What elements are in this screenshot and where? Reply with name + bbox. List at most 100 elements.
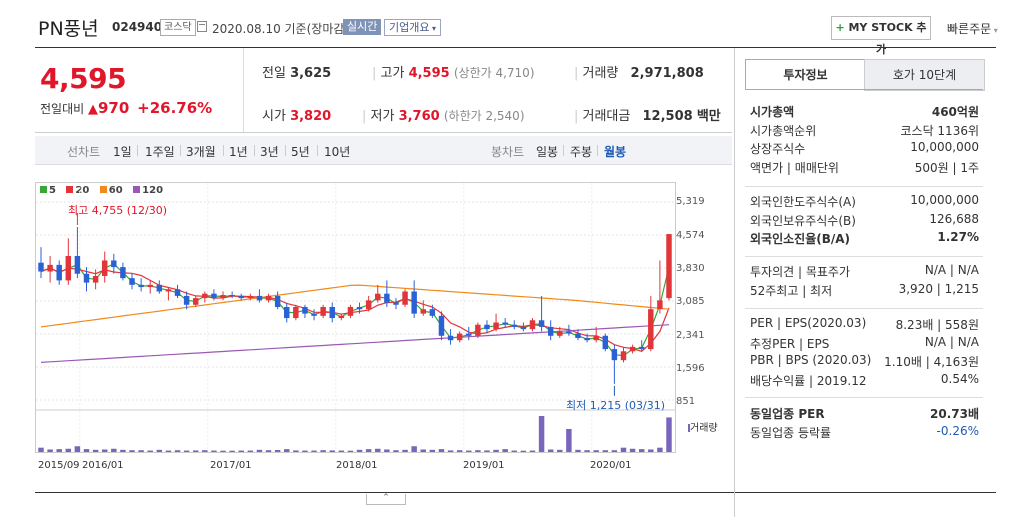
info-row: 시가총액순위 코스닥 1136위 <box>750 122 979 140</box>
candle-chart-label: 봉차트 <box>491 145 525 159</box>
separator <box>563 145 564 156</box>
candle-body <box>657 300 663 310</box>
volume-bar <box>365 449 372 452</box>
volume-bar <box>456 450 463 452</box>
candle-body <box>156 284 163 292</box>
collapse-chart-button[interactable]: ⌃ <box>366 494 406 505</box>
candle-body <box>375 293 381 301</box>
info-label: 동일업종 등락률 <box>750 425 832 440</box>
candle-body <box>202 293 208 299</box>
y-tick-label: 1,596 <box>676 363 705 374</box>
info-row: 외국인한도주식수(A) 10,000,000 <box>750 193 979 211</box>
candle-body <box>247 295 254 299</box>
info-value: 1.27% <box>937 230 979 244</box>
info-label: PBR | BPS (2020.03) <box>750 353 872 367</box>
bottom-divider <box>35 492 996 493</box>
legend-label: 5 <box>49 185 56 196</box>
open-value: 3,820 <box>290 109 332 124</box>
mystock-add-button[interactable]: + MY STOCK 추가 <box>831 16 931 56</box>
info-row: 투자의견 | 목표주가 N/A | N/A <box>750 263 979 281</box>
volume-bar <box>174 450 181 452</box>
high-annotation: 최고 4,755 (12/30) <box>68 204 168 217</box>
up-triangle-icon: ▲ <box>88 102 98 117</box>
volume-bar <box>293 450 299 452</box>
info-value: 10,000,000 <box>910 193 979 207</box>
volume-bar <box>638 449 645 452</box>
info-row: 배당수익률 | 2019.12 0.54% <box>750 372 979 390</box>
date-text: 2020.08.10 기준(장마감) <box>212 22 350 36</box>
volume-bar <box>547 449 554 452</box>
candle-body <box>120 267 126 279</box>
y-tick-label: 2,341 <box>676 330 705 341</box>
candle-body <box>620 351 627 361</box>
chevron-down-icon: ▾ <box>429 24 437 33</box>
legend-item-ma20: 20 <box>66 185 89 196</box>
period-5y[interactable]: 5년 <box>291 145 310 159</box>
candle-body <box>92 275 99 283</box>
lower-limit: (하한가 2,540) <box>443 109 525 123</box>
info-value: 0.54% <box>940 371 979 386</box>
change-row: 전일대비 ▲970 +26.76% <box>40 99 212 117</box>
volume-bar <box>165 450 172 452</box>
candle-body <box>256 295 263 301</box>
candle-body <box>502 322 508 325</box>
volume-bar <box>493 449 499 452</box>
volume-bar <box>402 449 408 452</box>
info-label: 액면가 | 매매단위 <box>750 160 839 175</box>
candle-body <box>183 295 190 305</box>
volume-bar <box>447 450 454 452</box>
x-tick-label: 2015/09 <box>38 460 80 471</box>
volume-bar <box>575 449 581 452</box>
corp-overview-dropdown[interactable]: 기업개요 ▾ <box>384 19 442 36</box>
period-1d[interactable]: 1일 <box>113 145 132 159</box>
period-1y[interactable]: 1년 <box>229 145 248 159</box>
separator <box>223 145 224 156</box>
period-3y[interactable]: 3년 <box>260 145 279 159</box>
volume-bar <box>438 449 445 452</box>
volume: | 거래량 2,971,808 <box>574 66 704 81</box>
divider <box>243 48 244 132</box>
period-1w[interactable]: 1주일 <box>145 145 175 159</box>
info-label: 외국인한도주식수(A) <box>750 195 856 209</box>
candle-monthly[interactable]: 월봉 <box>604 145 627 159</box>
candle-body <box>520 326 527 330</box>
info-value: 126,688 <box>929 211 979 226</box>
candle-body <box>347 306 354 316</box>
period-3m[interactable]: 3개월 <box>186 145 216 159</box>
realtime-button[interactable]: 실시간 <box>343 19 382 35</box>
candle-body <box>493 322 499 330</box>
candle-body <box>393 302 399 305</box>
info-label: 동일업종 PER <box>750 407 825 421</box>
candle-weekly[interactable]: 주봉 <box>570 145 593 159</box>
stock-name: PN풍년 <box>38 18 99 40</box>
candle-daily[interactable]: 일봉 <box>536 145 559 159</box>
volume-bar <box>511 450 518 452</box>
candle-body <box>47 264 53 272</box>
chevron-up-icon: ⌃ <box>382 493 390 503</box>
candle-body <box>420 309 426 314</box>
quick-order-dropdown[interactable]: 빠른주문 ▾ <box>947 20 998 37</box>
period-10y[interactable]: 10년 <box>324 145 351 159</box>
chart-legend: 5 20 60 120 <box>40 185 163 196</box>
info-label: 52주최고 | 최저 <box>750 283 833 298</box>
x-tick-label: 2020/01 <box>590 460 632 471</box>
candle-body <box>648 309 654 350</box>
price-chart[interactable] <box>35 182 732 482</box>
volume-bar <box>147 450 153 452</box>
volume-bar <box>620 447 627 452</box>
tab-underline <box>745 89 983 90</box>
tab-order-book[interactable]: 호가 10단계 <box>864 59 985 91</box>
volume-bar <box>74 446 81 452</box>
candle-body <box>638 346 645 350</box>
candle-body <box>211 293 217 299</box>
volume-bar <box>38 447 44 452</box>
info-row: PER | EPS(2020.03) 8.23배 | 558원 <box>750 316 979 334</box>
low-value: 3,760 <box>398 109 440 124</box>
info-label: 시가총액 <box>750 105 795 119</box>
volume-bar <box>302 450 308 452</box>
candle-body <box>557 331 563 336</box>
tab-investment-info[interactable]: 투자정보 <box>745 59 866 90</box>
x-tick-label: 2019/01 <box>463 460 505 471</box>
divider <box>35 132 732 133</box>
volume-bar <box>284 449 290 452</box>
